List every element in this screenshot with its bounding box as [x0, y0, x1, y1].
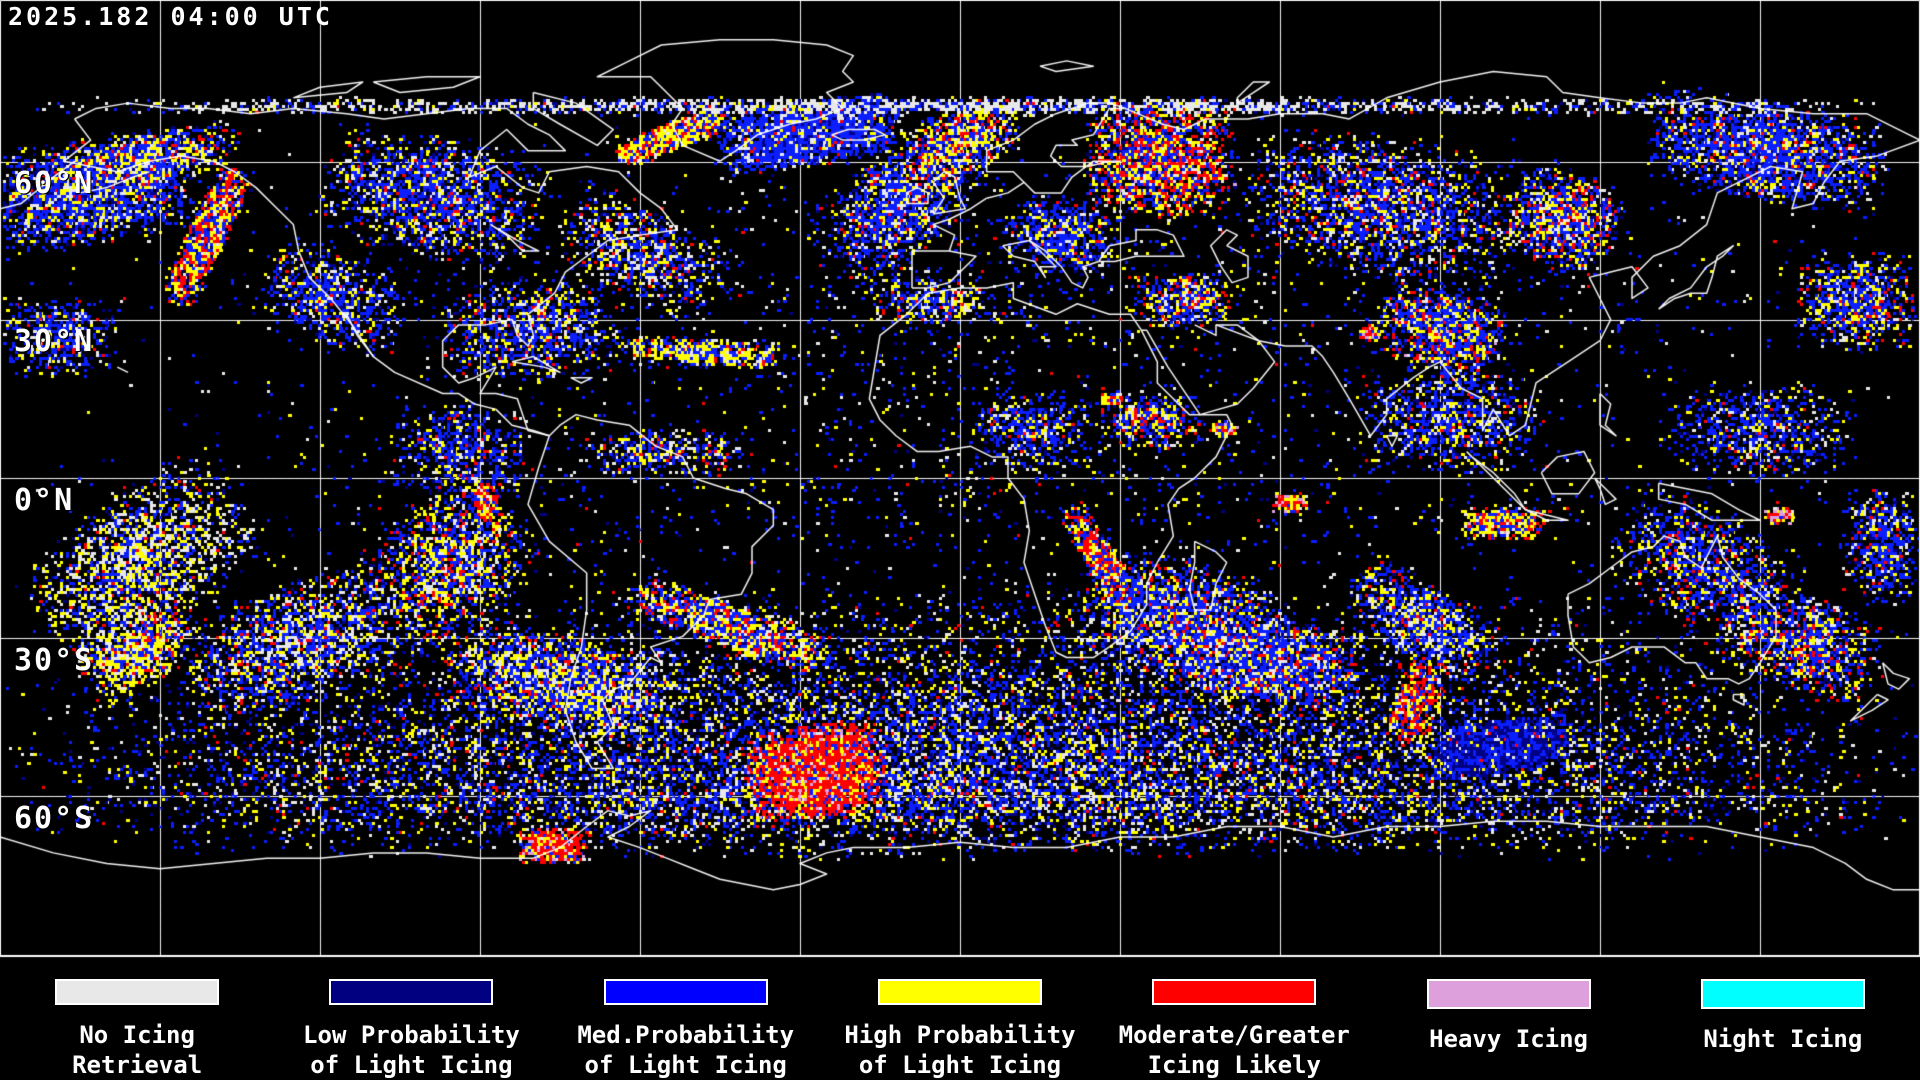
legend-swatch-4 [1152, 979, 1317, 1005]
timestamp: 2025.182 04:00 UTC [8, 2, 333, 31]
latitude-label-0: 60°N [14, 166, 95, 201]
latitude-label-1: 30°N [14, 324, 95, 359]
legend-swatch-6 [1700, 979, 1865, 1009]
icing-map: 2025.182 04:00 UTC 60°N 30°N 0°N 30°S 60°S [0, 0, 1920, 958]
legend-item-4: Moderate/Greater Icing Likely [1097, 958, 1371, 1080]
legend-label-5: Heavy Icing [1429, 1025, 1589, 1053]
latitude-label-4: 60°S [14, 801, 95, 836]
legend-label-6: Night Icing [1703, 1025, 1863, 1053]
legend-swatch-0 [55, 979, 220, 1005]
latitude-label-2: 0°N [14, 483, 75, 518]
latitude-label-3: 30°S [14, 643, 95, 678]
legend-item-5: Heavy Icing [1371, 958, 1645, 1080]
legend-swatch-2 [603, 979, 768, 1005]
legend-label-1: Low Probability of Light Icing [303, 1021, 520, 1079]
legend-item-3: High Probability of Light Icing [823, 958, 1097, 1080]
world-icing-canvas [0, 0, 1920, 958]
legend-swatch-1 [329, 979, 494, 1005]
legend-label-4: Moderate/Greater Icing Likely [1118, 1021, 1350, 1079]
legend-label-2: Med.Probability of Light Icing [577, 1021, 795, 1079]
legend-swatch-5 [1426, 979, 1591, 1009]
legend-label-3: High Probability of Light Icing [844, 1021, 1076, 1079]
legend-label-0: No Icing Retrieval [72, 1021, 203, 1079]
legend-swatch-3 [877, 979, 1042, 1005]
legend-item-1: Low Probability of Light Icing [274, 958, 548, 1080]
legend-item-6: Night Icing [1646, 958, 1920, 1080]
legend: No Icing Retrieval Low Probability of Lig… [0, 958, 1920, 1080]
legend-item-2: Med.Probability of Light Icing [549, 958, 823, 1080]
legend-item-0: No Icing Retrieval [0, 958, 274, 1080]
